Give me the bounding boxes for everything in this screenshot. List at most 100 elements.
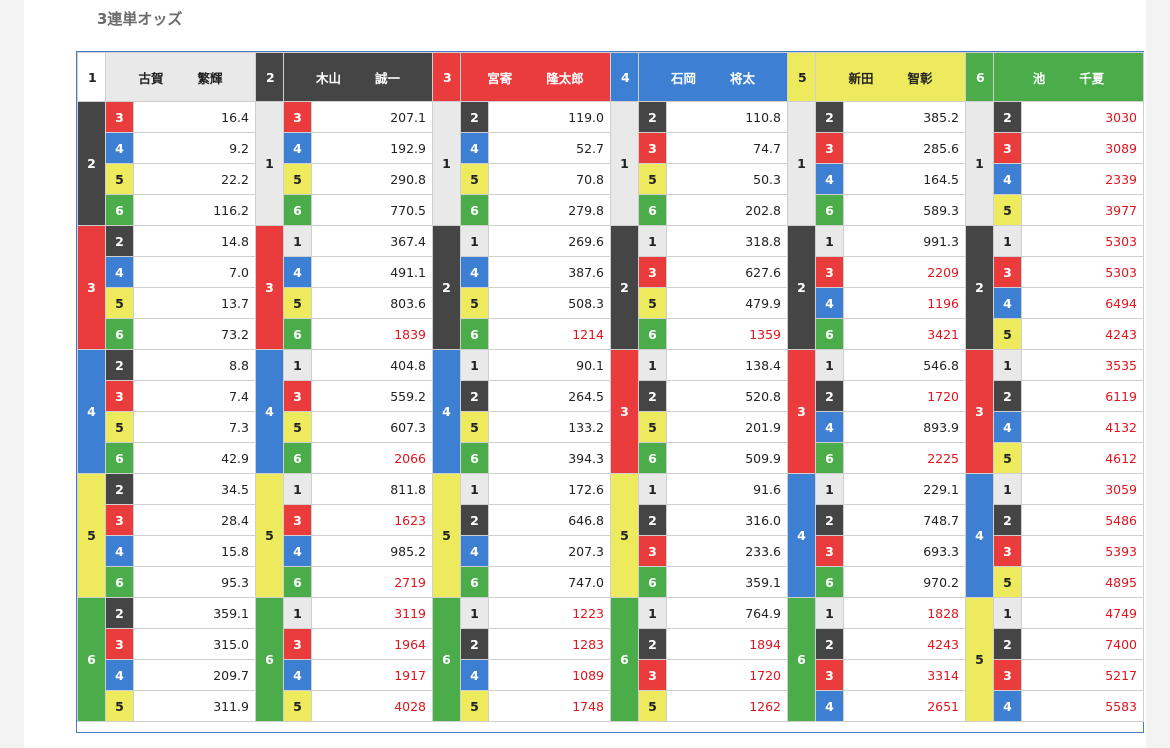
odds-value-cell[interactable]: 1720 bbox=[666, 659, 788, 691]
odds-value-cell[interactable]: 285.6 bbox=[843, 132, 966, 164]
odds-value-cell[interactable]: 367.4 bbox=[311, 225, 433, 257]
odds-value-cell[interactable]: 693.3 bbox=[843, 535, 966, 567]
odds-value-cell[interactable]: 5583 bbox=[1021, 690, 1144, 722]
odds-value-cell[interactable]: 9.2 bbox=[133, 132, 256, 164]
odds-value-cell[interactable]: 4132 bbox=[1021, 411, 1144, 443]
odds-value-cell[interactable]: 229.1 bbox=[843, 473, 966, 505]
odds-value-cell[interactable]: 1262 bbox=[666, 690, 788, 722]
odds-value-cell[interactable]: 14.8 bbox=[133, 225, 256, 257]
odds-value-cell[interactable]: 1359 bbox=[666, 318, 788, 350]
odds-value-cell[interactable]: 2651 bbox=[843, 690, 966, 722]
odds-value-cell[interactable]: 803.6 bbox=[311, 287, 433, 319]
odds-value-cell[interactable]: 747.0 bbox=[488, 566, 611, 598]
odds-value-cell[interactable]: 8.8 bbox=[133, 349, 256, 381]
odds-value-cell[interactable]: 6119 bbox=[1021, 380, 1144, 412]
odds-value-cell[interactable]: 3977 bbox=[1021, 194, 1144, 226]
odds-value-cell[interactable]: 7.3 bbox=[133, 411, 256, 443]
odds-value-cell[interactable]: 3314 bbox=[843, 659, 966, 691]
odds-value-cell[interactable]: 73.2 bbox=[133, 318, 256, 350]
odds-value-cell[interactable]: 748.7 bbox=[843, 504, 966, 536]
odds-value-cell[interactable]: 91.6 bbox=[666, 473, 788, 505]
odds-value-cell[interactable]: 1748 bbox=[488, 690, 611, 722]
odds-value-cell[interactable]: 201.9 bbox=[666, 411, 788, 443]
odds-value-cell[interactable]: 3535 bbox=[1021, 349, 1144, 381]
odds-value-cell[interactable]: 269.6 bbox=[488, 225, 611, 257]
odds-value-cell[interactable]: 192.9 bbox=[311, 132, 433, 164]
odds-value-cell[interactable]: 1623 bbox=[311, 504, 433, 536]
odds-value-cell[interactable]: 1283 bbox=[488, 628, 611, 660]
odds-value-cell[interactable]: 4243 bbox=[843, 628, 966, 660]
odds-value-cell[interactable]: 138.4 bbox=[666, 349, 788, 381]
odds-value-cell[interactable]: 316.0 bbox=[666, 504, 788, 536]
odds-value-cell[interactable]: 1917 bbox=[311, 659, 433, 691]
odds-value-cell[interactable]: 202.8 bbox=[666, 194, 788, 226]
odds-value-cell[interactable]: 7.0 bbox=[133, 256, 256, 288]
odds-value-cell[interactable]: 764.9 bbox=[666, 597, 788, 629]
odds-value-cell[interactable]: 404.8 bbox=[311, 349, 433, 381]
odds-value-cell[interactable]: 52.7 bbox=[488, 132, 611, 164]
odds-value-cell[interactable]: 607.3 bbox=[311, 411, 433, 443]
odds-value-cell[interactable]: 290.8 bbox=[311, 163, 433, 195]
odds-value-cell[interactable]: 970.2 bbox=[843, 566, 966, 598]
odds-value-cell[interactable]: 3421 bbox=[843, 318, 966, 350]
odds-value-cell[interactable]: 3089 bbox=[1021, 132, 1144, 164]
odds-value-cell[interactable]: 3030 bbox=[1021, 101, 1144, 133]
odds-value-cell[interactable]: 394.3 bbox=[488, 442, 611, 474]
odds-value-cell[interactable]: 7.4 bbox=[133, 380, 256, 412]
odds-value-cell[interactable]: 985.2 bbox=[311, 535, 433, 567]
odds-value-cell[interactable]: 589.3 bbox=[843, 194, 966, 226]
odds-value-cell[interactable]: 110.8 bbox=[666, 101, 788, 133]
odds-value-cell[interactable]: 491.1 bbox=[311, 256, 433, 288]
odds-value-cell[interactable]: 1828 bbox=[843, 597, 966, 629]
odds-value-cell[interactable]: 22.2 bbox=[133, 163, 256, 195]
odds-value-cell[interactable]: 1089 bbox=[488, 659, 611, 691]
odds-value-cell[interactable]: 28.4 bbox=[133, 504, 256, 536]
odds-value-cell[interactable]: 172.6 bbox=[488, 473, 611, 505]
odds-value-cell[interactable]: 5303 bbox=[1021, 225, 1144, 257]
odds-value-cell[interactable]: 520.8 bbox=[666, 380, 788, 412]
odds-value-cell[interactable]: 2066 bbox=[311, 442, 433, 474]
odds-value-cell[interactable]: 387.6 bbox=[488, 256, 611, 288]
odds-value-cell[interactable]: 359.1 bbox=[666, 566, 788, 598]
odds-value-cell[interactable]: 3119 bbox=[311, 597, 433, 629]
odds-value-cell[interactable]: 5303 bbox=[1021, 256, 1144, 288]
odds-value-cell[interactable]: 15.8 bbox=[133, 535, 256, 567]
odds-value-cell[interactable]: 133.2 bbox=[488, 411, 611, 443]
odds-value-cell[interactable]: 209.7 bbox=[133, 659, 256, 691]
odds-value-cell[interactable]: 264.5 bbox=[488, 380, 611, 412]
odds-value-cell[interactable]: 479.9 bbox=[666, 287, 788, 319]
odds-value-cell[interactable]: 34.5 bbox=[133, 473, 256, 505]
odds-value-cell[interactable]: 74.7 bbox=[666, 132, 788, 164]
odds-value-cell[interactable]: 1223 bbox=[488, 597, 611, 629]
odds-value-cell[interactable]: 13.7 bbox=[133, 287, 256, 319]
odds-value-cell[interactable]: 4028 bbox=[311, 690, 433, 722]
odds-value-cell[interactable]: 1894 bbox=[666, 628, 788, 660]
odds-value-cell[interactable]: 4243 bbox=[1021, 318, 1144, 350]
odds-value-cell[interactable]: 315.0 bbox=[133, 628, 256, 660]
odds-value-cell[interactable]: 2209 bbox=[843, 256, 966, 288]
odds-value-cell[interactable]: 893.9 bbox=[843, 411, 966, 443]
odds-value-cell[interactable]: 509.9 bbox=[666, 442, 788, 474]
odds-value-cell[interactable]: 2719 bbox=[311, 566, 433, 598]
odds-value-cell[interactable]: 70.8 bbox=[488, 163, 611, 195]
odds-value-cell[interactable]: 3059 bbox=[1021, 473, 1144, 505]
odds-value-cell[interactable]: 2225 bbox=[843, 442, 966, 474]
odds-value-cell[interactable]: 279.8 bbox=[488, 194, 611, 226]
odds-value-cell[interactable]: 95.3 bbox=[133, 566, 256, 598]
odds-value-cell[interactable]: 42.9 bbox=[133, 442, 256, 474]
odds-value-cell[interactable]: 1214 bbox=[488, 318, 611, 350]
odds-value-cell[interactable]: 1196 bbox=[843, 287, 966, 319]
odds-value-cell[interactable]: 811.8 bbox=[311, 473, 433, 505]
odds-value-cell[interactable]: 1720 bbox=[843, 380, 966, 412]
odds-value-cell[interactable]: 770.5 bbox=[311, 194, 433, 226]
odds-value-cell[interactable]: 119.0 bbox=[488, 101, 611, 133]
odds-value-cell[interactable]: 359.1 bbox=[133, 597, 256, 629]
odds-value-cell[interactable]: 90.1 bbox=[488, 349, 611, 381]
odds-value-cell[interactable]: 4749 bbox=[1021, 597, 1144, 629]
odds-value-cell[interactable]: 50.3 bbox=[666, 163, 788, 195]
odds-value-cell[interactable]: 207.1 bbox=[311, 101, 433, 133]
odds-value-cell[interactable]: 164.5 bbox=[843, 163, 966, 195]
odds-value-cell[interactable]: 646.8 bbox=[488, 504, 611, 536]
odds-value-cell[interactable]: 559.2 bbox=[311, 380, 433, 412]
odds-value-cell[interactable]: 233.6 bbox=[666, 535, 788, 567]
